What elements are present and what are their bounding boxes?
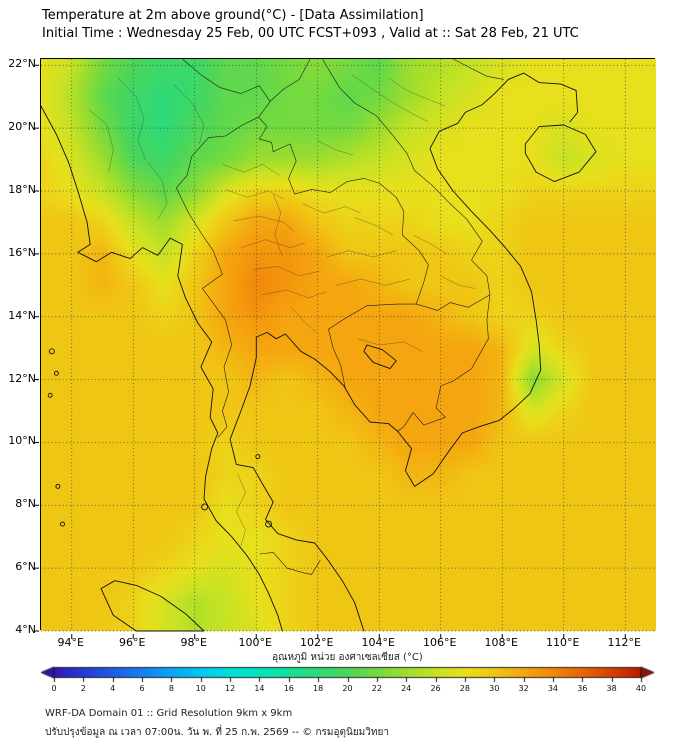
lon-tick-label: 106°E — [423, 636, 457, 649]
lat-tick-label: 4°N — [15, 623, 36, 636]
coastline — [40, 105, 283, 632]
lon-tick-label: 104°E — [361, 636, 395, 649]
lon-tick-label: 110°E — [546, 636, 580, 649]
coastline — [100, 580, 205, 632]
lat-tick-label: 12°N — [8, 371, 36, 385]
country-border — [397, 294, 491, 432]
province-border — [302, 203, 361, 214]
island — [53, 370, 59, 376]
lat-tick-label: 22°N — [8, 57, 36, 71]
province-border — [388, 77, 446, 107]
page-title: Temperature at 2m above ground(°C) - [Da… — [42, 8, 424, 23]
province-border — [336, 278, 411, 286]
country-border — [328, 303, 417, 390]
country-border — [258, 58, 311, 118]
colorbar-tick-label: 14 — [254, 684, 265, 693]
colorbar-canvas — [40, 666, 655, 683]
colorbar-tick-label: 16 — [283, 684, 294, 693]
colorbar-tick-label: 0 — [51, 684, 57, 693]
province-border — [253, 266, 320, 277]
lon-tick-label: 108°E — [484, 636, 518, 649]
province-border — [173, 83, 205, 144]
page-subtitle: Initial Time : Wednesday 25 Feb, 00 UTC … — [42, 26, 579, 41]
map-overlay-svg — [34, 58, 656, 639]
province-border — [413, 234, 448, 255]
island — [55, 483, 61, 489]
province-border — [291, 307, 317, 333]
province-border — [440, 275, 475, 289]
colorbar-label: อุณหภูมิ หน่วย องศาเซลเซียส (°C) — [272, 652, 423, 663]
colorbar-tick-label: 12 — [225, 684, 236, 693]
country-border — [258, 116, 429, 305]
coastline — [229, 72, 579, 632]
province-border — [262, 289, 328, 299]
lat-tick-label: 14°N — [8, 308, 36, 322]
country-border — [182, 58, 271, 102]
island — [47, 392, 53, 398]
colorbar-tick-label: 24 — [401, 684, 412, 693]
map-frame — [34, 58, 656, 639]
footer-domain-info: WRF-DA Domain 01 :: Grid Resolution 9km … — [45, 708, 293, 719]
province-border — [236, 473, 246, 547]
province-border — [351, 74, 429, 123]
colorbar-tick-label: 26 — [430, 684, 441, 693]
lon-tick-label: 102°E — [300, 636, 334, 649]
colorbar-tick-label: 32 — [518, 684, 529, 693]
colorbar-tick-label: 8 — [168, 684, 174, 693]
lat-tick-label: 10°N — [8, 434, 36, 448]
footer-update-info: ปรับปรุงข้อมูล ณ เวลา 07:00น. วัน พ. ที่… — [45, 727, 389, 738]
lat-tick-label: 20°N — [8, 120, 36, 134]
colorbar-tick-label: 30 — [489, 684, 500, 693]
province-border — [317, 140, 354, 156]
province-border — [273, 194, 283, 258]
coastline — [524, 124, 597, 183]
lat-tick-label: 8°N — [15, 497, 36, 511]
province-border — [117, 77, 146, 160]
lon-tick-label: 112°E — [607, 636, 641, 649]
colorbar-tick-label: 36 — [577, 684, 588, 693]
lon-tick-label: 96°E — [119, 636, 146, 649]
province-border — [233, 215, 295, 233]
colorbar-tick-label: 28 — [459, 684, 470, 693]
colorbar-tick-label: 2 — [80, 684, 86, 693]
island — [48, 348, 55, 355]
island — [255, 454, 261, 460]
island — [60, 521, 65, 527]
country-border — [176, 116, 259, 438]
colorbar-tick-label: 4 — [110, 684, 116, 693]
province-border — [326, 250, 397, 258]
island — [265, 520, 273, 528]
island — [201, 503, 209, 511]
lon-tick-label: 98°E — [180, 636, 207, 649]
lat-tick-label: 6°N — [15, 560, 36, 574]
country-border — [452, 58, 504, 80]
colorbar-tick-label: 34 — [547, 684, 559, 693]
province-border — [148, 162, 168, 220]
colorbar-tick-label: 22 — [371, 684, 382, 693]
colorbar-tick-label: 40 — [635, 684, 647, 693]
colorbar: 0 2 4 6 8 10 12 14 16 18 20 22 24 26 28 30 32 34 36 38 40 — [40, 666, 655, 698]
country-border — [322, 58, 491, 295]
lat-tick-label: 18°N — [8, 183, 36, 196]
lon-tick-label: 94°E — [57, 636, 84, 649]
lat-tick-label: 16°N — [8, 245, 36, 259]
colorbar-tick-label: 10 — [195, 684, 206, 693]
province-border — [354, 217, 394, 236]
colorbar-tick-label: 20 — [342, 684, 353, 693]
province-border — [357, 338, 423, 352]
coastline — [363, 344, 397, 370]
colorbar-tick-label: 6 — [139, 684, 145, 693]
province-border — [222, 164, 280, 176]
province-border — [88, 109, 114, 173]
country-border — [259, 552, 321, 575]
colorbar-tick-label: 38 — [606, 684, 617, 693]
province-border — [225, 189, 284, 200]
colorbar-tick-label: 18 — [313, 684, 324, 693]
country-border — [416, 294, 491, 311]
province-border — [240, 239, 306, 248]
lon-tick-label: 100°E — [238, 636, 272, 649]
